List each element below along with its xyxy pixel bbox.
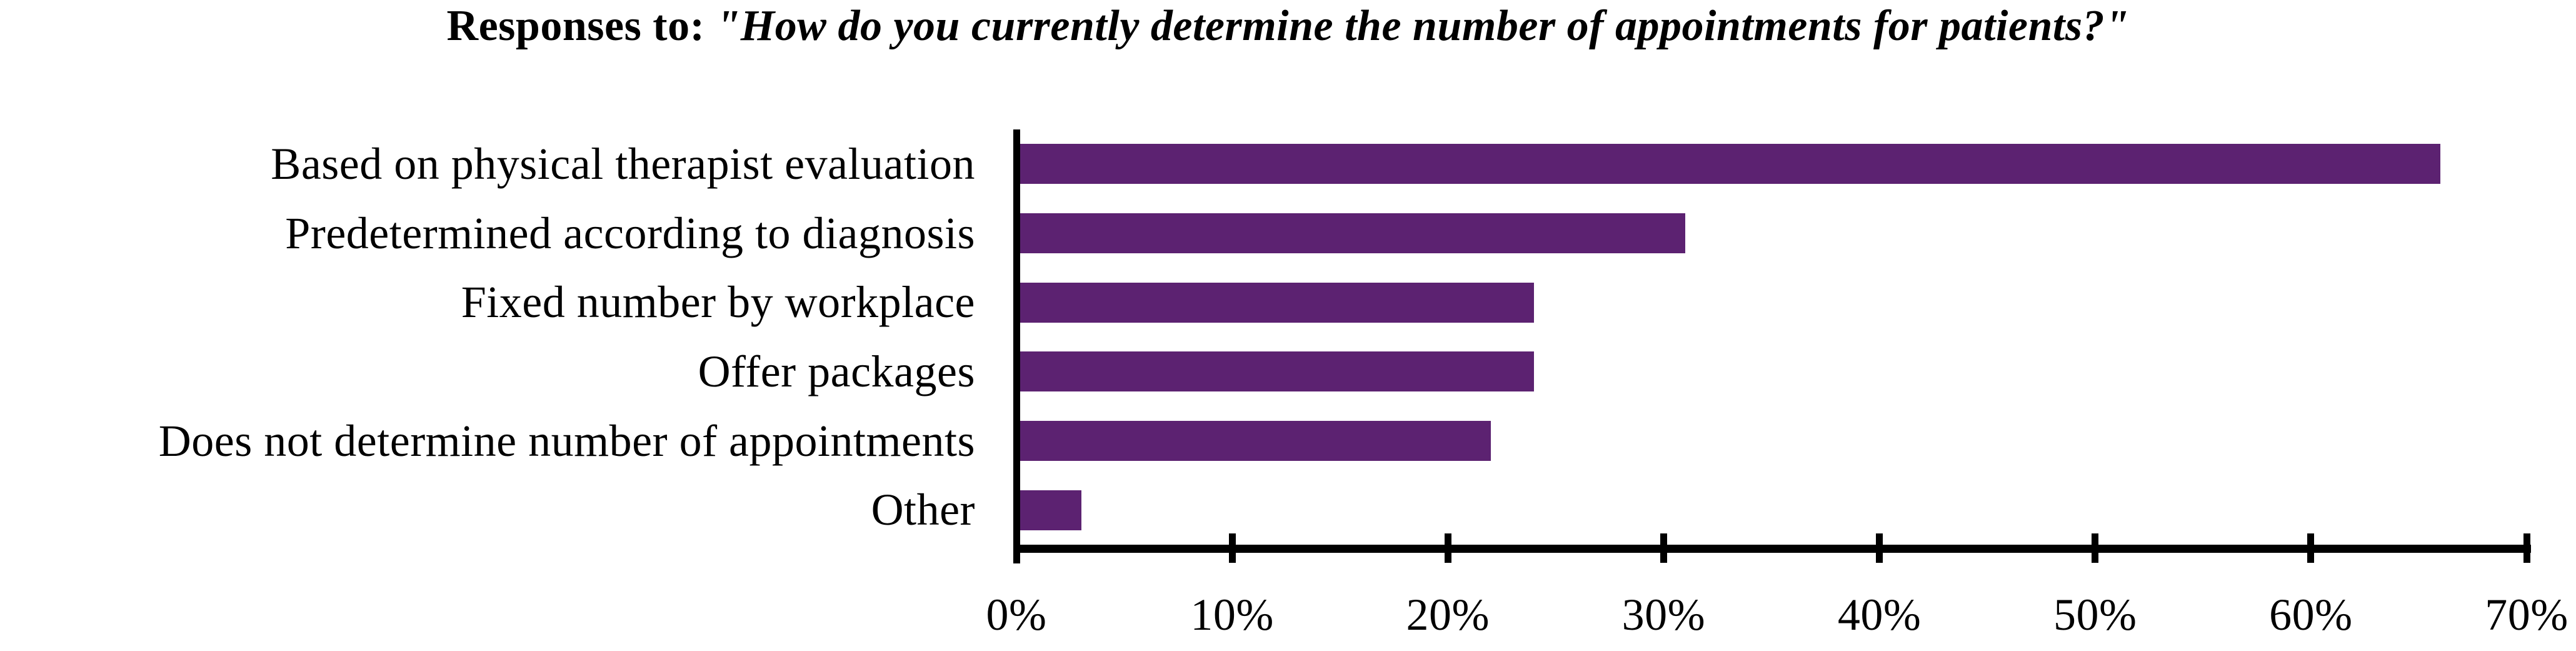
bar — [1016, 490, 1081, 530]
category-label: Fixed number by workplace — [461, 277, 975, 328]
bar — [1016, 282, 1535, 323]
x-tick-mark — [2307, 533, 2315, 563]
x-tick-label: 30% — [1621, 590, 1706, 640]
x-tick-mark — [2523, 533, 2530, 563]
y-axis-line — [1013, 129, 1020, 563]
category-label: Predetermined according to diagnosis — [285, 208, 975, 258]
x-tick-mark — [1876, 533, 1883, 563]
category-label: Other — [871, 485, 975, 535]
x-tick-label: 40% — [1837, 590, 1922, 640]
x-tick-mark — [1444, 533, 1451, 563]
x-tick-mark — [1228, 533, 1236, 563]
x-tick-label: 10% — [1190, 590, 1274, 640]
chart-title: Responses to: "How do you currently dete… — [0, 1, 2576, 51]
x-tick-label: 60% — [2269, 590, 2353, 640]
x-tick-label: 0% — [986, 590, 1047, 640]
category-label: Based on physical therapist evaluation — [271, 138, 975, 189]
x-tick-label: 50% — [2053, 590, 2137, 640]
bar — [1016, 421, 1491, 462]
bar — [1016, 213, 1685, 254]
x-tick-mark — [2092, 533, 2099, 563]
bar — [1016, 144, 2440, 184]
chart-title-question: "How do you currently determine the numb… — [716, 2, 2130, 50]
x-tick-mark — [1660, 533, 1667, 563]
category-label: Does not determine number of appointment… — [158, 415, 975, 466]
x-tick-label: 70% — [2485, 590, 2568, 640]
bar — [1016, 351, 1535, 392]
x-axis-line — [1013, 545, 2531, 553]
category-label: Offer packages — [698, 346, 975, 396]
chart-title-prefix: Responses to: — [446, 2, 716, 50]
x-tick-label: 20% — [1406, 590, 1490, 640]
